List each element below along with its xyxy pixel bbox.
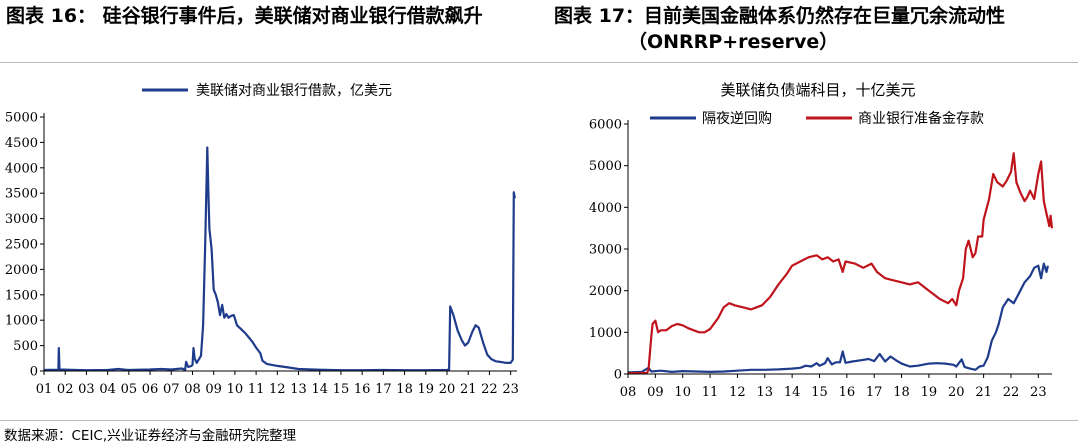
borrowing-xtick-label: 12	[269, 382, 286, 397]
borrowing-ytick-label: 3000	[5, 212, 38, 227]
liabilities-xtick-label: 14	[784, 385, 801, 400]
borrowing-xtick-label: 07	[163, 382, 180, 397]
borrowing-xtick-label: 18	[396, 382, 413, 397]
fed-liabilities-chart: 美联储负债端科目，十亿美元 0 1000 2000 3000 4000 5000 6000 0…	[589, 81, 1054, 400]
liabilities-ytick-label: 6000	[589, 118, 622, 133]
liabilities-ytick-label: 4000	[589, 201, 622, 216]
liabilities-xtick-label: 16	[839, 385, 856, 400]
liabilities-xtick-label: 17	[866, 385, 883, 400]
liabilities-ytick-label: 0	[614, 368, 622, 383]
borrowing-xtick-label: 10	[227, 382, 244, 397]
borrowing-xtick-label: 11	[248, 382, 265, 397]
chart-17-subtitle: （ONRRP+reserve）	[628, 31, 839, 53]
borrowing-ytick-label: 3500	[5, 187, 38, 202]
liabilities-xtick-label: 13	[757, 385, 774, 400]
liabilities-series-line-1	[627, 152, 1054, 375]
borrowing-xtick-label: 14	[311, 382, 328, 397]
liabilities-ytick-label: 1000	[589, 326, 622, 341]
borrowing-xtick-label: 21	[460, 382, 477, 397]
borrowing-ytick-label: 4500	[5, 136, 38, 151]
liabilities-ytick-label: 2000	[589, 284, 622, 299]
liabilities-xtick-label: 11	[702, 385, 719, 400]
liabilities-ytick-label: 3000	[589, 243, 622, 258]
liabilities-xtick-label: 21	[975, 385, 992, 400]
borrowing-xtick-label: 19	[418, 382, 435, 397]
borrowing-ytick-label: 5000	[5, 111, 38, 126]
liabilities-xtick-label: 10	[674, 385, 691, 400]
borrowing-ytick-label: 0	[30, 365, 38, 380]
borrowing-chart: 0 500 1000 1500 2000 2500 3000 3500 4000 4500 5000…	[5, 83, 519, 397]
borrowing-ytick-label: 4000	[5, 161, 38, 176]
data-source-note: 数据来源：CEIC,兴业证券经济与金融研究院整理	[4, 428, 297, 444]
footer-divider	[0, 420, 1078, 421]
borrowing-xtick-label: 03	[78, 382, 95, 397]
chart-17-title: 图表 17：目前美国金融体系仍然存在巨量冗余流动性	[554, 5, 1006, 27]
borrowing-xtick-label: 17	[375, 382, 392, 397]
borrowing-ytick-label: 1000	[5, 314, 38, 329]
borrowing-xtick-label: 13	[290, 382, 307, 397]
legend-label-onrrp: 隔夜逆回购	[702, 111, 772, 127]
borrowing-xtick-label: 01	[36, 382, 53, 397]
borrowing-xtick-label: 22	[481, 382, 498, 397]
borrowing-xtick-label: 05	[121, 382, 138, 397]
borrowing-xtick-label: 06	[142, 382, 159, 397]
borrowing-xtick-label: 16	[354, 382, 371, 397]
liabilities-xtick-label: 09	[647, 385, 664, 400]
borrowing-xtick-label: 15	[333, 382, 350, 397]
liabilities-xtick-label: 15	[811, 385, 828, 400]
liabilities-xtick-label: 19	[921, 385, 938, 400]
borrowing-xtick-label: 23	[502, 382, 519, 397]
borrowing-ytick-label: 2500	[5, 238, 38, 253]
chart-17-inner-title: 美联储负债端科目，十亿美元	[720, 81, 915, 99]
borrowing-xtick-label: 09	[205, 382, 222, 397]
borrowing-ytick-label: 1500	[5, 288, 38, 303]
liabilities-xtick-label: 23	[1030, 385, 1047, 400]
borrowing-series-line-0	[43, 146, 516, 372]
liabilities-ytick-label: 5000	[589, 159, 622, 174]
borrowing-xtick-label: 08	[184, 382, 201, 397]
liabilities-xtick-label: 08	[620, 385, 637, 400]
liabilities-series-line-0	[627, 262, 1049, 374]
header-divider	[0, 62, 1078, 63]
liabilities-xtick-label: 22	[1003, 385, 1020, 400]
borrowing-ytick-label: 2000	[5, 263, 38, 278]
borrowing-xtick-label: 20	[439, 382, 456, 397]
legend-label-borrowing: 美联储对商业银行借款，亿美元	[196, 83, 392, 99]
liabilities-xtick-label: 12	[729, 385, 746, 400]
liabilities-xtick-label: 20	[948, 385, 965, 400]
borrowing-xtick-label: 02	[57, 382, 74, 397]
liabilities-xtick-label: 18	[893, 385, 910, 400]
borrowing-xtick-label: 04	[99, 382, 116, 397]
borrowing-ytick-label: 500	[13, 339, 38, 354]
legend-label-reserves: 商业银行准备金存款	[858, 110, 984, 127]
chart-16-title: 图表 16： 硅谷银行事件后，美联储对商业银行借款飙升	[6, 5, 483, 27]
